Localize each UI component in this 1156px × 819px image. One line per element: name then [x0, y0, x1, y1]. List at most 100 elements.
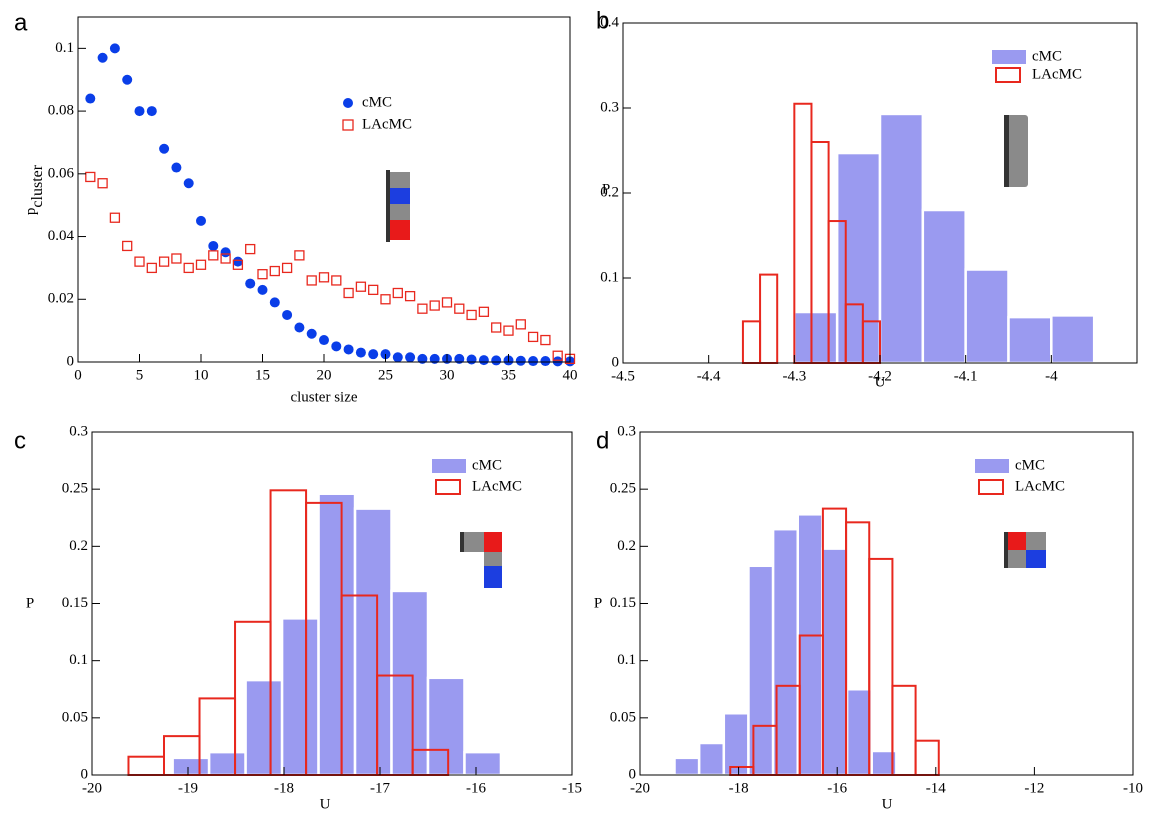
legend-swatch	[992, 50, 1026, 64]
point	[491, 322, 502, 333]
x-tick-label: -16	[466, 780, 486, 796]
icon-c	[460, 532, 502, 588]
x-tick-label: -20	[630, 780, 650, 796]
x-tick-label: -19	[178, 780, 198, 796]
histogram-bar	[878, 112, 925, 365]
point	[417, 303, 428, 314]
histogram-bar	[759, 273, 779, 365]
y-tick-label: 0.04	[48, 228, 75, 244]
histogram-bar	[921, 208, 967, 365]
x-tick-label: 5	[136, 367, 144, 383]
y-tick-label: 0.25	[62, 481, 88, 497]
x-tick-label: -18	[274, 780, 294, 796]
point	[220, 247, 231, 258]
y-tick-label: 0.02	[48, 291, 74, 307]
histogram-bar	[796, 513, 824, 777]
point	[171, 253, 182, 264]
x-tick-label: 0	[74, 367, 82, 383]
point	[232, 256, 243, 267]
x-tick-label: -16	[827, 780, 847, 796]
point	[355, 347, 366, 358]
legend-label: LAcMC	[1032, 66, 1082, 82]
point	[208, 240, 219, 251]
y-tick-label: 0	[629, 766, 637, 782]
histogram-bar	[127, 755, 165, 776]
point	[220, 253, 231, 264]
point	[306, 275, 317, 286]
x-tick-label: -18	[729, 780, 749, 796]
histogram-bar	[171, 756, 211, 777]
point	[195, 259, 207, 270]
histogram-bar	[426, 676, 466, 777]
point	[491, 355, 502, 366]
point	[319, 335, 329, 346]
histogram-bar	[317, 492, 357, 777]
histogram-bar	[835, 151, 882, 365]
legend-label: LAcMC	[362, 116, 412, 132]
point	[294, 322, 305, 333]
legend-marker	[343, 98, 353, 108]
point	[343, 344, 354, 355]
x-tick-label: -20	[82, 780, 102, 796]
legend-marker	[342, 119, 354, 131]
legend-label: LAcMC	[1015, 478, 1065, 494]
icon-a	[386, 170, 410, 242]
point	[331, 341, 342, 352]
x-axis-label: U	[882, 796, 893, 812]
point	[392, 352, 403, 363]
y-tick-label: 0	[81, 766, 89, 782]
histogram-bar	[741, 320, 762, 365]
x-tick-label: 10	[194, 367, 209, 383]
point	[331, 275, 342, 286]
point	[294, 250, 305, 261]
y-tick-label: 0.4	[600, 14, 619, 30]
histogram-bar	[793, 310, 839, 365]
x-tick-label: -10	[1123, 780, 1143, 796]
y-tick-label: 0.2	[69, 538, 88, 554]
legend-swatch	[995, 67, 1021, 83]
panel-label: a	[14, 9, 28, 36]
point	[540, 356, 551, 367]
legend-swatch	[435, 479, 461, 495]
y-tick-label: 0.08	[48, 103, 74, 119]
point	[404, 290, 416, 302]
y-tick-label: 0.1	[617, 652, 636, 668]
point	[85, 93, 96, 104]
point	[318, 272, 330, 283]
x-tick-label: -4.1	[954, 368, 978, 384]
point	[441, 297, 453, 308]
point	[245, 278, 256, 289]
point	[478, 355, 489, 366]
x-tick-label: -12	[1024, 780, 1044, 796]
y-axis-label: P	[594, 595, 602, 611]
histogram-bar	[673, 756, 701, 777]
y-tick-label: 0.05	[62, 709, 88, 725]
x-axis-label: cluster size	[290, 389, 357, 405]
histogram-bar	[914, 739, 940, 777]
histogram-bar	[845, 688, 873, 777]
point	[429, 300, 440, 311]
plot-frame	[77, 16, 571, 363]
point	[85, 171, 96, 183]
y-tick-label: 0.1	[69, 652, 88, 668]
legend-label: cMC	[1015, 457, 1045, 473]
x-tick-label: 30	[440, 367, 455, 383]
point	[134, 256, 145, 267]
point	[232, 259, 244, 270]
point	[515, 319, 526, 330]
point	[183, 178, 194, 189]
point	[122, 240, 133, 252]
panel: b U P -4.5 -4.4 -4.3 -4.2 -4.1 -4 0 0.1 0.2 0.3 0.4 cM…	[596, 7, 1138, 390]
point	[540, 334, 551, 346]
y-tick-label: 0.3	[617, 423, 636, 439]
point	[146, 106, 157, 117]
x-tick-label: -15	[562, 780, 582, 796]
point	[515, 355, 526, 366]
panel: c U P -20 -19 -18 -17 -16 -15 0 0.05 0.1 0.15 0.2 0.25…	[14, 423, 582, 812]
point	[97, 52, 108, 63]
histogram-bar	[821, 547, 849, 777]
y-tick-label: 0.15	[610, 595, 636, 611]
point	[368, 349, 379, 360]
point	[343, 287, 354, 299]
histogram-bar	[353, 507, 393, 777]
